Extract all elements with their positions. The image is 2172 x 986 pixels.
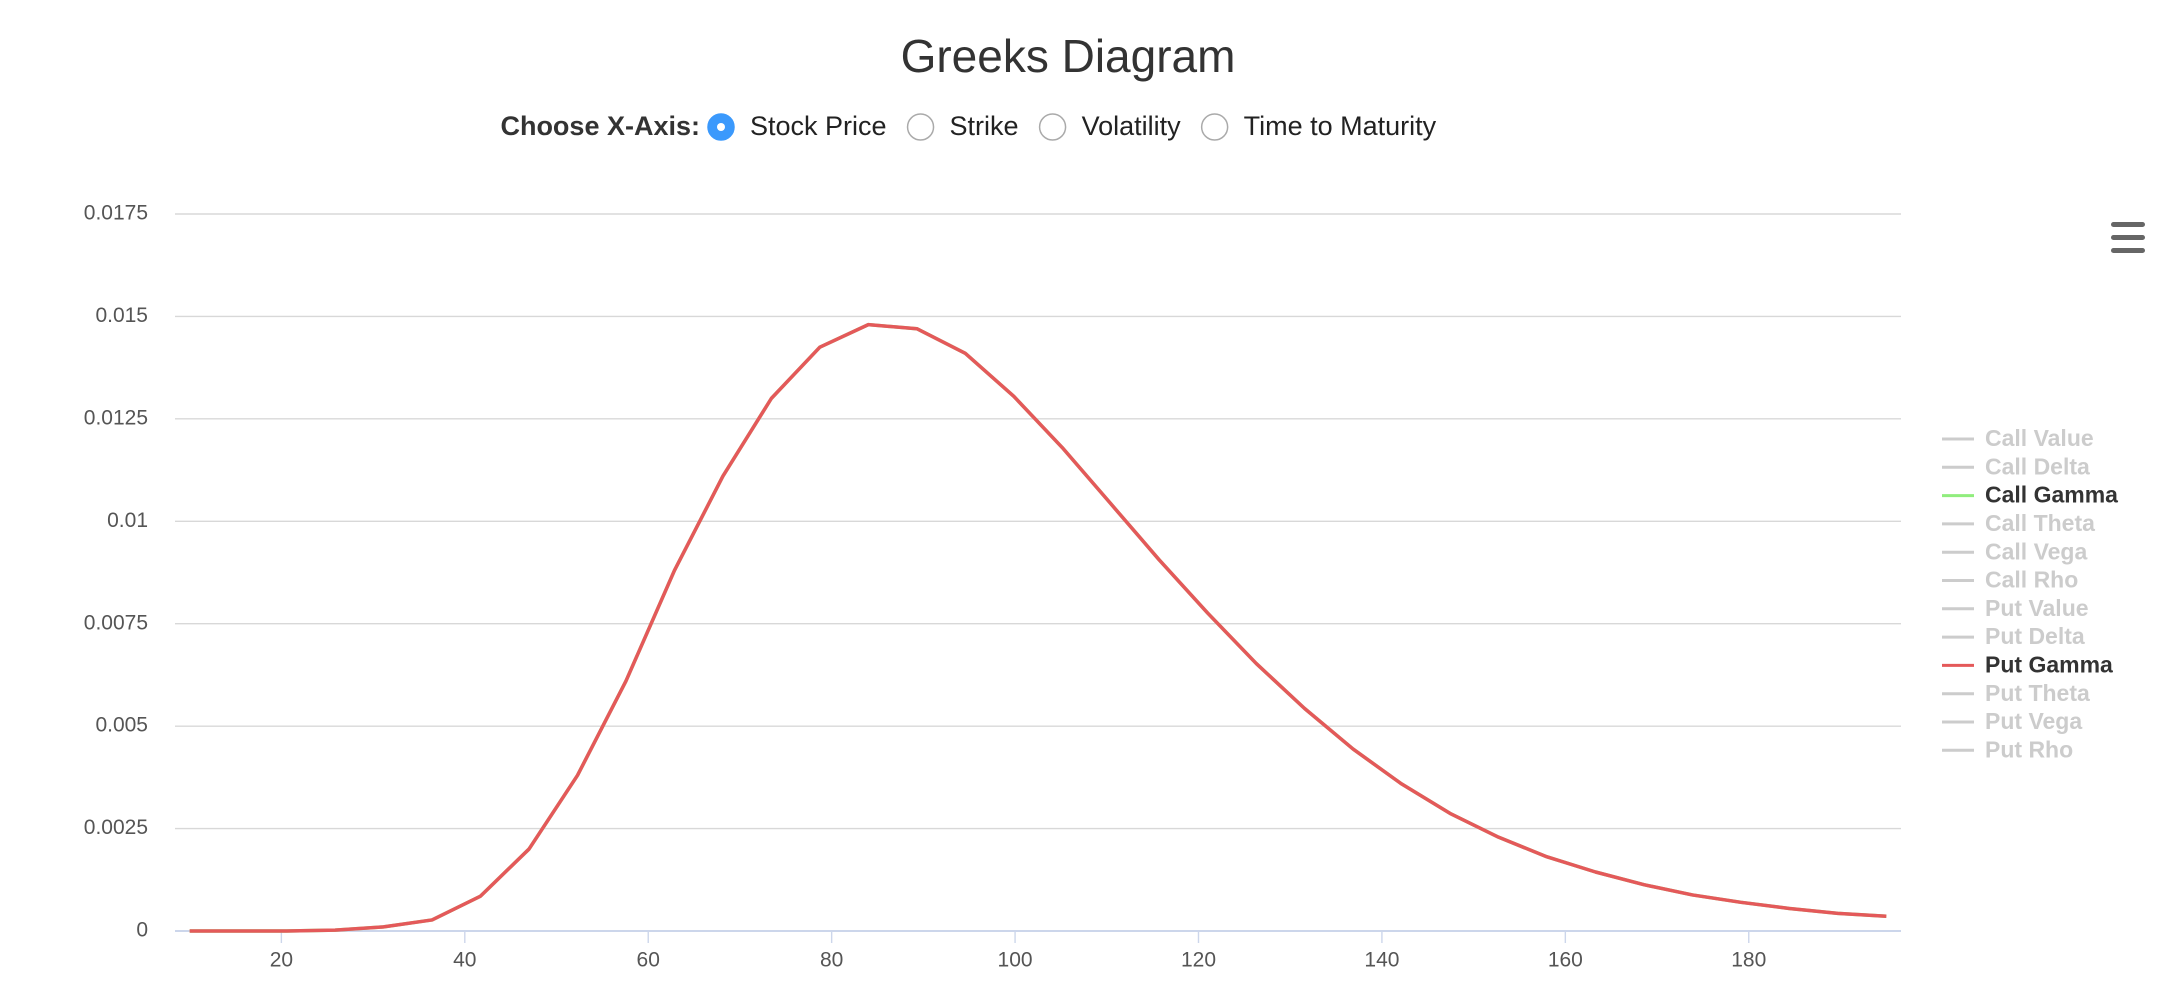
legend-label[interactable]: Call Value <box>1985 425 2094 451</box>
legend-label[interactable]: Call Vega <box>1985 538 2087 564</box>
y-tick-label: 0.015 <box>95 304 148 327</box>
legend-label[interactable]: Put Theta <box>1985 680 2090 706</box>
y-tick-label: 0.01 <box>107 509 148 532</box>
y-tick-label: 0 <box>136 919 148 942</box>
x-tick-label: 100 <box>998 949 1033 972</box>
y-tick-label: 0.005 <box>95 714 148 737</box>
y-tick-label: 0.0075 <box>84 611 148 634</box>
legend-label[interactable]: Put Value <box>1985 595 2089 621</box>
x-tick-label: 120 <box>1181 949 1216 972</box>
legend-label[interactable]: Put Rho <box>1985 736 2073 762</box>
y-tick-label: 0.0125 <box>84 406 148 429</box>
radio-label[interactable]: Volatility <box>1082 111 1182 141</box>
radio-label[interactable]: Strike <box>950 111 1019 141</box>
legend-label[interactable]: Put Vega <box>1985 708 2082 734</box>
menu-bar <box>2111 235 2145 240</box>
x-tick-label: 160 <box>1548 949 1583 972</box>
menu-bar <box>2111 248 2145 253</box>
data-line <box>189 322 1887 933</box>
legend-label[interactable]: Call Rho <box>1985 567 2078 593</box>
y-tick-label: 0.0175 <box>84 202 148 225</box>
menu-button[interactable] <box>2111 222 2145 253</box>
x-tick-label: 140 <box>1364 949 1399 972</box>
radio-dot <box>717 123 725 131</box>
legend-label[interactable]: Call Delta <box>1985 453 2090 479</box>
chart-title: Greeks Diagram <box>901 30 1236 82</box>
x-tick-label: 40 <box>453 949 476 972</box>
radio-button[interactable] <box>906 113 935 141</box>
menu-bar <box>2111 222 2145 227</box>
radio-group-label: Choose X-Axis: <box>500 111 700 141</box>
radio-button[interactable] <box>1200 113 1229 141</box>
legend-label[interactable]: Put Gamma <box>1985 651 2113 677</box>
x-tick-label: 180 <box>1731 949 1766 972</box>
data-line <box>189 322 1887 933</box>
y-tick-label: 0.0025 <box>84 816 148 839</box>
legend-label[interactable]: Call Gamma <box>1985 482 2118 508</box>
x-tick-label: 60 <box>637 949 660 972</box>
legend-label[interactable]: Call Theta <box>1985 510 2095 536</box>
radio-label[interactable]: Time to Maturity <box>1244 111 1437 141</box>
legend-label[interactable]: Put Delta <box>1985 623 2085 649</box>
x-tick-label: 80 <box>820 949 843 972</box>
radio-button[interactable] <box>1038 113 1067 141</box>
x-tick-label: 20 <box>270 949 293 972</box>
radio-label[interactable]: Stock Price <box>750 111 887 141</box>
